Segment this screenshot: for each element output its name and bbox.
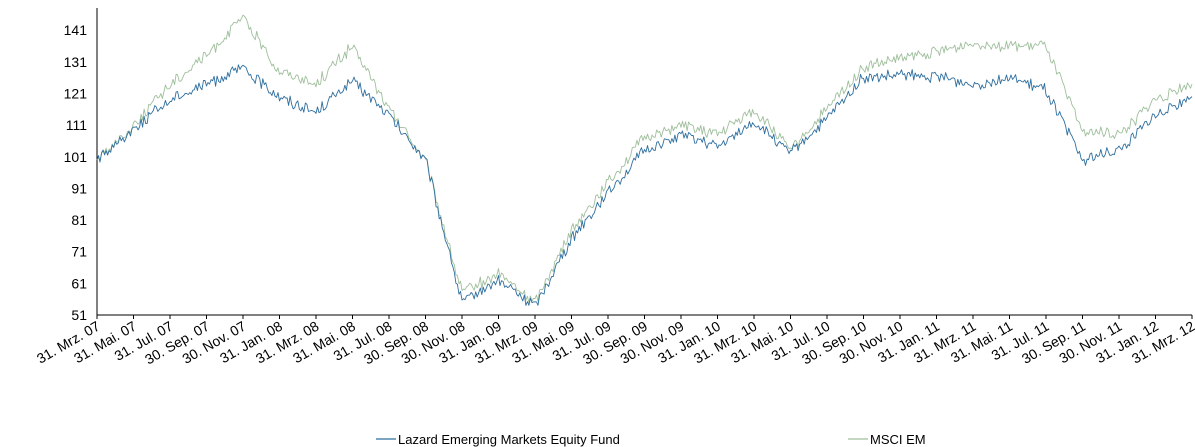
y-tick-label: 141	[64, 22, 88, 38]
legend-label: Lazard Emerging Markets Equity Fund	[398, 432, 620, 447]
legend: Lazard Emerging Markets Equity Fund MSCI …	[376, 432, 926, 447]
y-tick-label: 51	[71, 307, 87, 323]
y-tick-label: 111	[66, 117, 87, 133]
axes	[96, 8, 1192, 316]
y-tick-label: 131	[64, 54, 88, 70]
y-tick-label: 101	[64, 149, 88, 165]
series-layer	[96, 14, 1193, 306]
series-line	[96, 64, 1193, 306]
legend-label: MSCI EM	[870, 432, 926, 447]
series-line	[96, 14, 1193, 304]
y-tick-label: 71	[71, 244, 87, 260]
y-tick-label: 91	[71, 180, 87, 196]
y-axis-ticks: 51 61 71 81 91 101 111 121 131 141	[64, 22, 88, 323]
y-tick-label: 61	[71, 275, 87, 291]
y-tick-label: 121	[64, 85, 88, 101]
y-tick-label: 81	[71, 212, 87, 228]
